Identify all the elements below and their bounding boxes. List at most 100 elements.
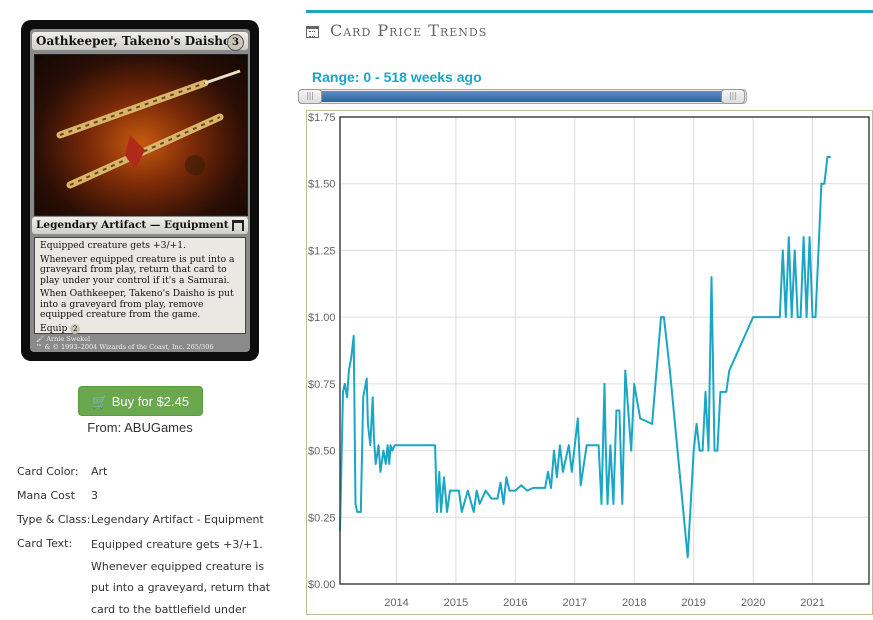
price-point xyxy=(604,444,607,447)
price-point xyxy=(556,476,558,479)
slider-range-fill xyxy=(312,91,731,102)
price-point xyxy=(713,449,716,452)
card-type-line: Legendary Artifact — Equipment xyxy=(36,219,229,231)
price-point xyxy=(758,316,760,318)
slider-handle-end[interactable]: ||| xyxy=(721,89,745,104)
price-point xyxy=(365,377,368,380)
price-point xyxy=(606,503,609,505)
price-trends-panel: Card Price Trends Range: 0 - 518 weeks a… xyxy=(298,0,873,615)
equip-line: Equip 2 xyxy=(40,323,240,335)
price-point xyxy=(348,369,350,372)
price-point xyxy=(484,489,487,492)
card-rules-box: Equipped creature gets +3/+1. Whenever e… xyxy=(34,237,246,334)
price-point xyxy=(576,417,579,420)
price-point xyxy=(782,249,784,252)
detail-value: Equipped creature gets +3/+1. Whenever e… xyxy=(91,538,271,616)
x-tick-label: 2020 xyxy=(741,597,765,609)
price-point xyxy=(660,316,662,318)
price-point xyxy=(547,471,549,473)
price-point xyxy=(612,503,615,505)
y-tick-label: $1.50 xyxy=(308,179,336,191)
price-point xyxy=(499,481,502,484)
katana-upper xyxy=(56,69,241,139)
price-point xyxy=(784,316,787,318)
price-point xyxy=(526,489,529,492)
price-point xyxy=(490,497,493,500)
price-point xyxy=(514,489,517,492)
price-point xyxy=(362,396,364,399)
card-name-bar: Oathkeeper, Takeno's Daisho 3 xyxy=(32,32,248,51)
price-point xyxy=(443,476,445,479)
price-point xyxy=(618,409,621,412)
price-point xyxy=(779,316,781,318)
price-point xyxy=(440,511,442,513)
plot-frame xyxy=(339,116,870,585)
price-point xyxy=(579,484,582,487)
detail-value: Art xyxy=(91,465,108,478)
card-footer: 🖌 Arnie Swekel ™ & © 1993–2004 Wizards o… xyxy=(36,335,246,351)
price-point xyxy=(787,236,790,238)
price-point xyxy=(395,444,398,447)
price-point xyxy=(770,316,772,318)
price-point xyxy=(663,316,665,318)
price-point xyxy=(342,391,344,393)
price-point xyxy=(446,511,448,513)
card-panel: Oathkeeper, Takeno's Daisho 3 xyxy=(0,0,290,616)
y-tick-label: $0.00 xyxy=(308,579,336,591)
buy-button-label: Buy for $2.45 xyxy=(111,394,190,409)
detail-value: Legendary Artifact - Equipment xyxy=(91,513,264,526)
price-point xyxy=(389,444,392,447)
detail-label: Card Text: xyxy=(17,537,73,550)
price-point xyxy=(505,476,508,479)
price-point xyxy=(496,497,499,500)
section-title: Card Price Trends xyxy=(330,21,488,40)
price-point xyxy=(633,383,636,385)
price-point xyxy=(377,444,380,447)
price-point xyxy=(401,444,404,447)
artist-credit: 🖌 Arnie Swekel xyxy=(36,335,91,343)
detail-label: Type & Class: xyxy=(17,513,91,526)
x-tick-label: 2014 xyxy=(384,597,408,609)
price-point xyxy=(597,444,600,447)
price-point xyxy=(436,511,438,513)
price-point xyxy=(508,489,511,492)
price-point xyxy=(550,487,552,489)
price-point xyxy=(740,343,743,345)
price-point xyxy=(701,449,704,452)
price-point xyxy=(805,316,808,318)
price-point xyxy=(719,391,722,393)
plot-area xyxy=(339,116,870,585)
price-point xyxy=(559,444,561,447)
mana-cost-symbol: 3 xyxy=(227,34,244,51)
price-point xyxy=(434,444,436,447)
price-point xyxy=(746,329,748,332)
x-tick-label: 2015 xyxy=(444,597,468,609)
price-point xyxy=(478,503,481,505)
price-point xyxy=(346,396,348,399)
price-point xyxy=(585,444,588,447)
card-name: Oathkeeper, Takeno's Daisho xyxy=(36,34,231,48)
price-chart: $0.00 $0.25 $0.50 $0.75 $1.00 $1.25 $1.50 $1.75… xyxy=(306,110,873,615)
y-tick-label: $0.50 xyxy=(308,446,336,458)
detail-label: Card Color: xyxy=(17,465,79,478)
price-point xyxy=(823,182,826,185)
price-point xyxy=(571,471,573,473)
detail-label: Mana Cost xyxy=(17,489,75,502)
range-slider[interactable]: ||| ||| xyxy=(298,89,747,104)
price-point xyxy=(374,463,377,465)
price-point xyxy=(371,396,374,399)
shadow-figure xyxy=(185,155,205,175)
price-point xyxy=(722,391,725,393)
price-point xyxy=(461,511,463,513)
price-point xyxy=(829,156,832,158)
slider-handle-start[interactable]: ||| xyxy=(298,89,322,104)
buy-button[interactable]: 🛒 Buy for $2.45 xyxy=(78,386,203,416)
price-point xyxy=(710,276,713,278)
price-point xyxy=(814,316,817,318)
price-point xyxy=(826,156,829,158)
card-image: Oathkeeper, Takeno's Daisho 3 xyxy=(21,20,259,361)
price-point xyxy=(600,503,603,505)
rules-line: When Oathkeeper, Takeno's Daisho is put … xyxy=(40,288,234,320)
y-tick-label: $1.00 xyxy=(308,312,336,324)
price-point xyxy=(817,249,820,252)
